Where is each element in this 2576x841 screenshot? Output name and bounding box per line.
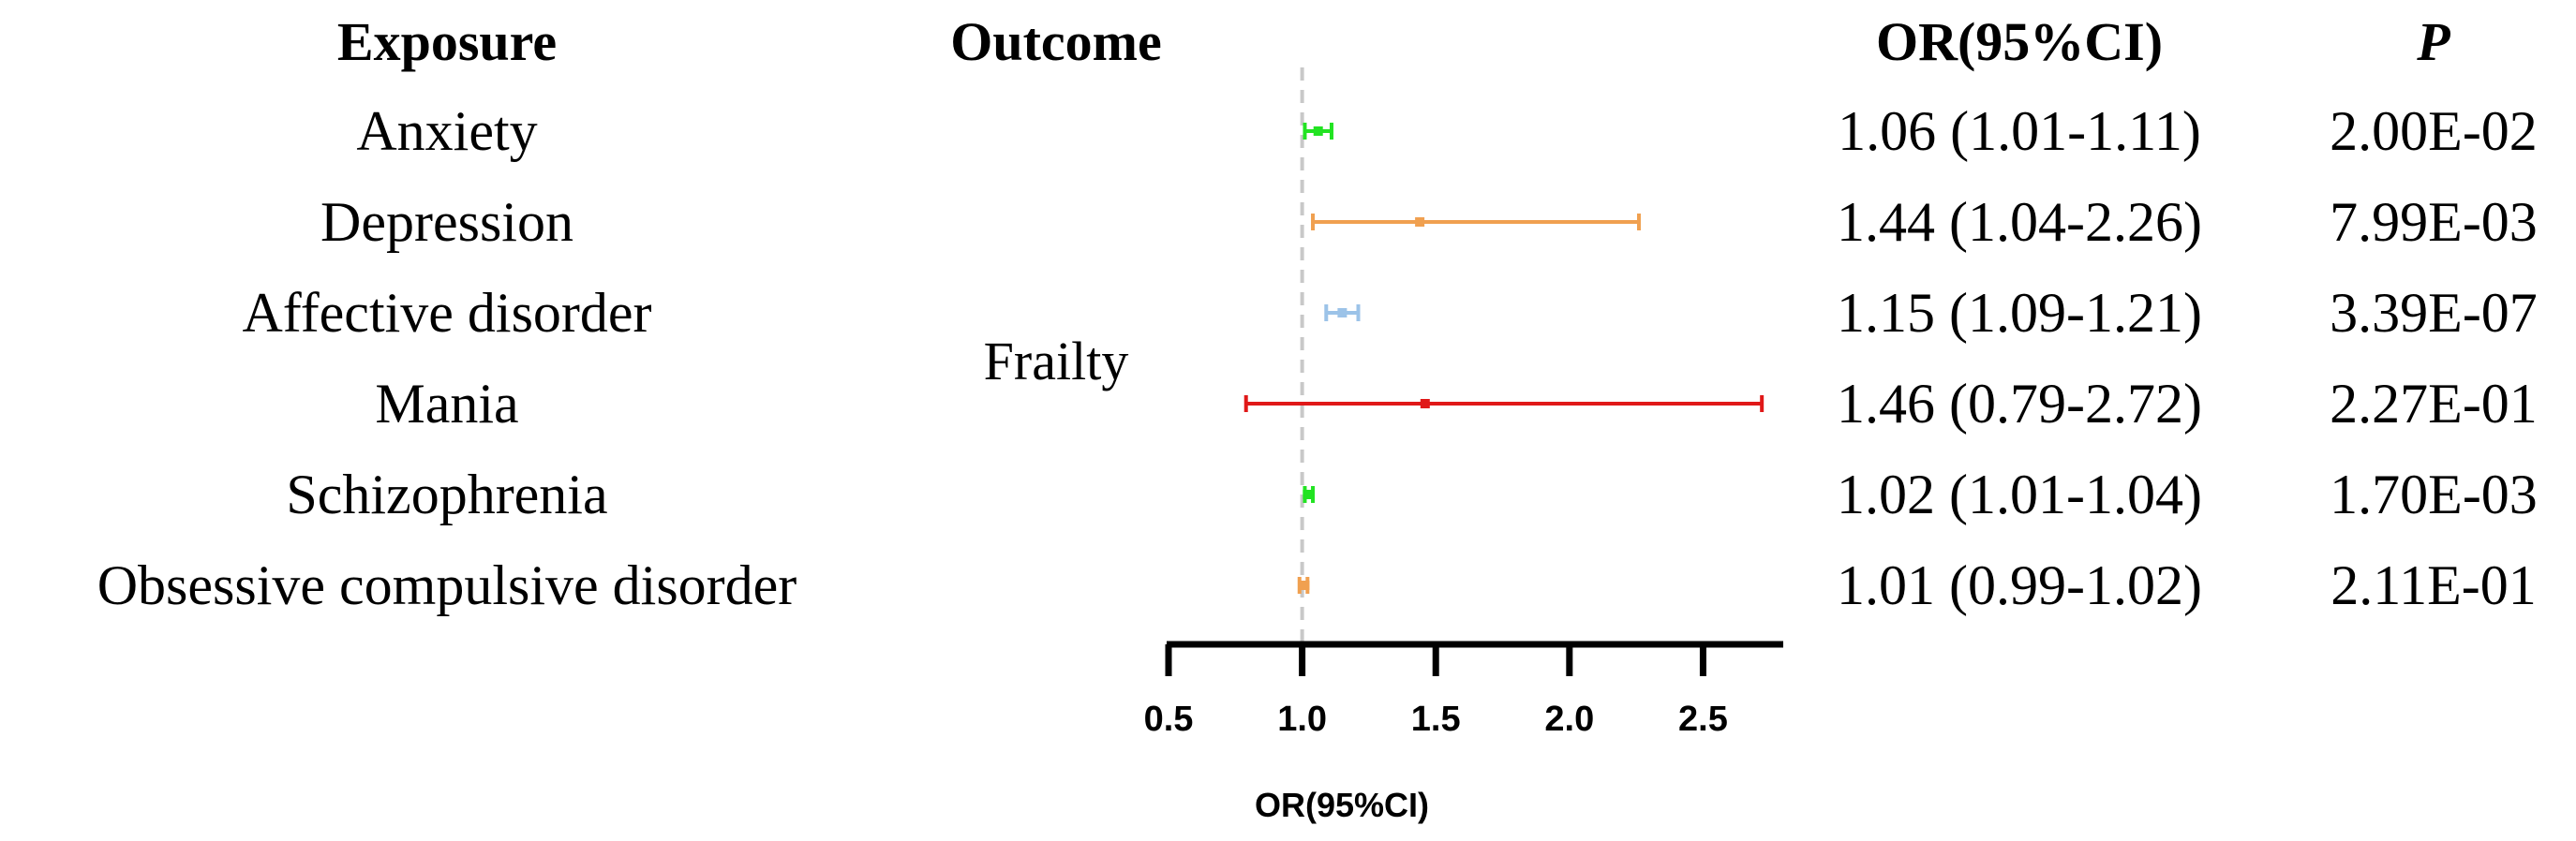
header-or: OR(95%CI) [1876, 11, 2163, 72]
x-tick-label: 2.5 [1678, 700, 1728, 739]
exposure-label: Mania [375, 373, 518, 435]
or-value: 1.02 (1.01-1.04) [1837, 464, 2202, 525]
exposure-label: Anxiety [356, 100, 537, 162]
or-value: 1.01 (0.99-1.02) [1837, 554, 2202, 616]
p-value: 2.11E-01 [2330, 554, 2536, 616]
forest-row: Obsessive compulsive disorder 1.01 (0.99-… [97, 554, 2537, 616]
point-estimate [1300, 581, 1310, 590]
exposure-label: Depression [320, 191, 573, 253]
x-axis-label: OR(95%CI) [1255, 786, 1429, 824]
or-value: 1.44 (1.04-2.26) [1837, 191, 2202, 253]
p-value: 3.39E-07 [2330, 282, 2538, 344]
or-value: 1.46 (0.79-2.72) [1837, 373, 2202, 435]
forest-row: Schizophrenia 1.02 (1.01-1.04) 1.70E-03 [286, 464, 2537, 525]
point-estimate [1303, 490, 1313, 499]
point-estimate [1420, 399, 1430, 408]
p-value: 7.99E-03 [2330, 191, 2538, 253]
point-estimate [1415, 217, 1425, 227]
header-exposure: Exposure [337, 11, 557, 72]
exposure-label: Affective disorder [242, 282, 651, 344]
forest-row: Depression 1.44 (1.04-2.26) 7.99E-03 [320, 191, 2538, 253]
exposure-label: Schizophrenia [286, 464, 607, 525]
rows-group: Anxiety 1.06 (1.01-1.11) 2.00E-02 Depressio… [97, 100, 2538, 616]
forest-row: Affective disorder 1.15 (1.09-1.21) 3.39E-… [242, 282, 2537, 344]
x-tick-label: 1.5 [1411, 700, 1461, 739]
or-value: 1.06 (1.01-1.11) [1838, 100, 2201, 162]
x-tick-label: 0.5 [1144, 700, 1194, 739]
x-axis: 0.5 1.0 1.5 2.0 2.5 [1144, 641, 1783, 739]
header-p: P [2416, 11, 2450, 72]
p-value: 2.27E-01 [2330, 373, 2538, 435]
x-tick-label: 1.0 [1277, 700, 1327, 739]
exposure-label: Obsessive compulsive disorder [97, 554, 797, 616]
or-value: 1.15 (1.09-1.21) [1837, 282, 2202, 344]
point-estimate [1337, 308, 1348, 317]
point-estimate [1313, 126, 1323, 136]
p-value: 2.00E-02 [2330, 100, 2538, 162]
forest-row: Mania 1.46 (0.79-2.72) 2.27E-01 [375, 373, 2537, 435]
p-value: 1.70E-03 [2330, 464, 2538, 525]
outcome-label: Frailty [984, 331, 1129, 391]
forest-row: Anxiety 1.06 (1.01-1.11) 2.00E-02 [356, 100, 2537, 162]
header-outcome: Outcome [950, 11, 1162, 72]
x-tick-label: 2.0 [1544, 700, 1594, 739]
